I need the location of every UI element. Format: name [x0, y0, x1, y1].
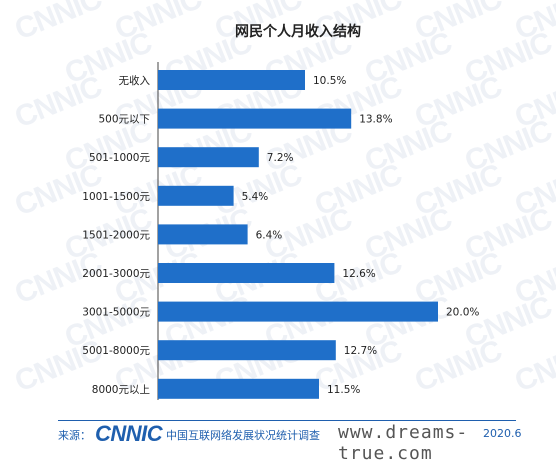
category-label: 2001-3000元 — [82, 268, 150, 280]
bar-8 — [158, 378, 319, 399]
bar-3 — [158, 185, 234, 206]
survey-date: 2020.6 — [483, 427, 522, 440]
bar-6 — [158, 301, 438, 322]
category-label: 3001-5000元 — [82, 307, 150, 319]
watermark-text: CNNIC — [10, 70, 106, 134]
value-label: 6.4% — [256, 229, 283, 241]
cnnic-logo: CNNIC — [95, 421, 163, 446]
value-label: 20.0% — [446, 307, 479, 319]
value-label: 11.5% — [327, 384, 360, 396]
bars: 无收入 10.5% 500元以下 13.8% 501-1000元 7.2% 1001-150… — [82, 70, 479, 399]
category-label: 5001-8000元 — [82, 345, 150, 357]
value-label: 12.6% — [342, 268, 375, 280]
source-label: 来源： — [58, 429, 91, 442]
bar-7 — [158, 340, 336, 361]
value-label: 7.2% — [267, 152, 294, 164]
category-label: 1001-1500元 — [82, 191, 150, 203]
bar-1 — [158, 108, 352, 129]
watermark-text: CNNIC — [10, 0, 106, 46]
category-label: 500元以下 — [98, 114, 150, 126]
category-label: 1501-2000元 — [82, 229, 150, 241]
site-watermark: www.dreams-true.com — [338, 422, 469, 464]
bar-0 — [158, 70, 305, 90]
value-label: 10.5% — [313, 75, 346, 87]
category-label: 8000元以上 — [92, 384, 150, 396]
bar-4 — [158, 224, 248, 245]
chart-title: 网民个人月收入结构 — [235, 23, 361, 40]
value-label: 5.4% — [242, 191, 269, 203]
category-label: 无收入 — [119, 74, 151, 87]
footer-rule — [58, 420, 516, 421]
value-label: 13.8% — [359, 114, 392, 126]
category-label: 501-1000元 — [89, 152, 151, 164]
value-label: 12.7% — [344, 345, 377, 357]
source-text: 中国互联网络发展状况统计调查 — [166, 429, 320, 442]
watermark-text: CNNIC — [510, 334, 556, 398]
bar-2 — [158, 147, 259, 168]
watermark-text: CNNIC — [410, 334, 506, 398]
bar-5 — [158, 263, 335, 283]
footer: 来源： CNNIC 中国互联网络发展状况统计调查 www.dreams-true… — [0, 420, 556, 464]
